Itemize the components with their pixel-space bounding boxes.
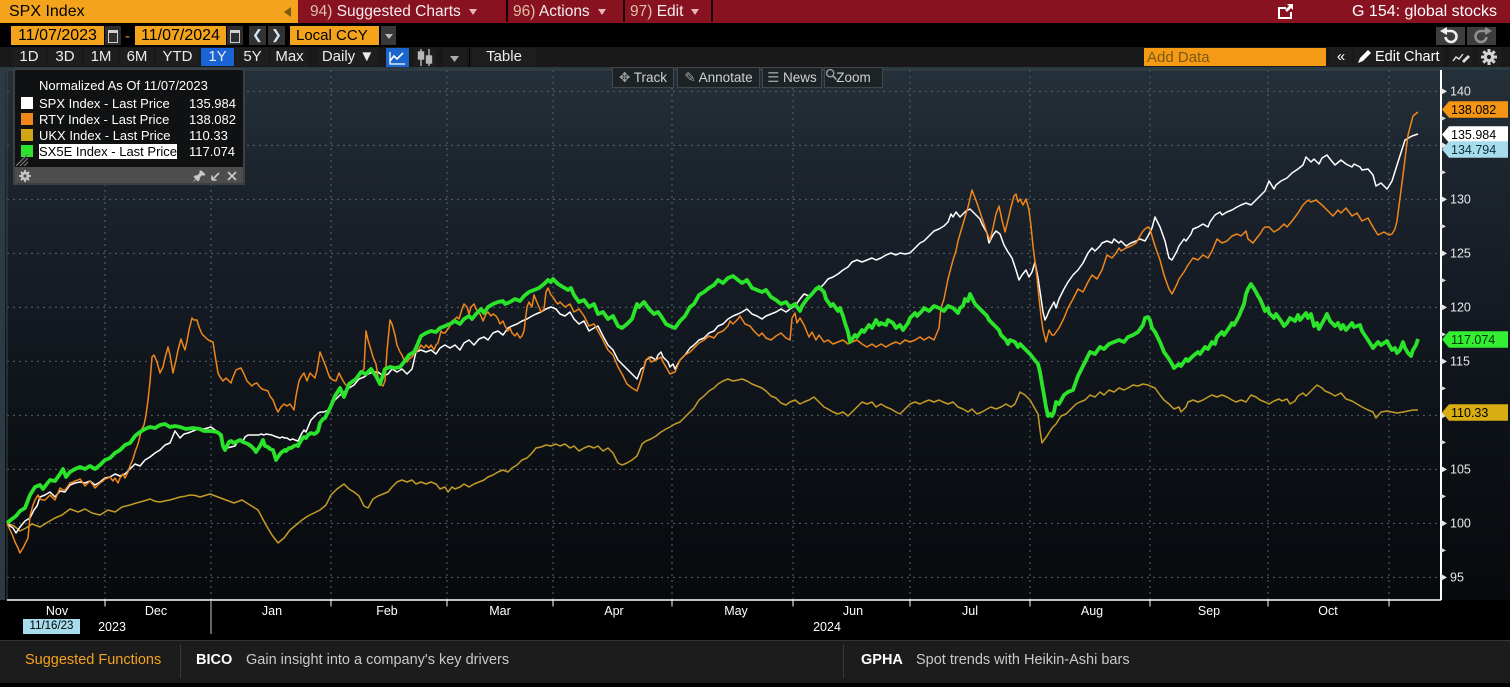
svg-text:115: 115	[1450, 355, 1470, 369]
svg-text:May: May	[724, 604, 748, 618]
svg-text:134.794: 134.794	[1451, 143, 1496, 157]
svg-text:2023: 2023	[98, 620, 126, 634]
svg-text:105: 105	[1450, 463, 1471, 477]
svg-text:Feb: Feb	[376, 604, 398, 618]
svg-text:117.074: 117.074	[1451, 333, 1495, 347]
svg-text:Jul: Jul	[962, 604, 978, 618]
svg-text:Nov: Nov	[46, 604, 69, 618]
svg-text:138.082: 138.082	[1451, 103, 1496, 117]
svg-text:140: 140	[1450, 85, 1471, 99]
svg-text:Jan: Jan	[262, 604, 282, 618]
svg-text:Jun: Jun	[843, 604, 863, 618]
svg-text:130: 130	[1450, 193, 1471, 207]
svg-text:120: 120	[1450, 301, 1471, 315]
svg-text:125: 125	[1450, 247, 1471, 261]
svg-text:95: 95	[1450, 571, 1464, 585]
svg-text:Dec: Dec	[145, 604, 167, 618]
svg-text:2024: 2024	[813, 620, 841, 634]
svg-text:Apr: Apr	[604, 604, 623, 618]
svg-text:110.33: 110.33	[1451, 406, 1488, 420]
svg-text:Oct: Oct	[1318, 604, 1338, 618]
svg-text:135.984: 135.984	[1451, 128, 1496, 142]
svg-text:Sep: Sep	[1198, 604, 1220, 618]
svg-text:Mar: Mar	[489, 604, 511, 618]
svg-text:100: 100	[1450, 517, 1471, 531]
svg-text:Aug: Aug	[1081, 604, 1103, 618]
